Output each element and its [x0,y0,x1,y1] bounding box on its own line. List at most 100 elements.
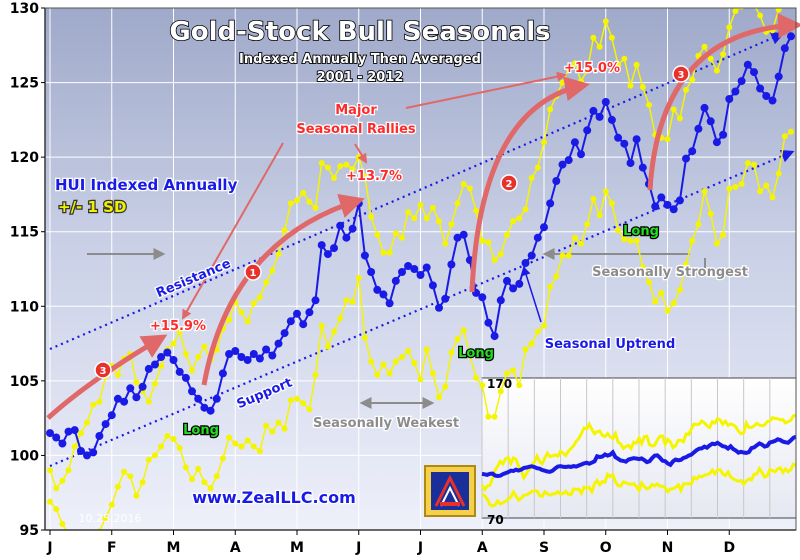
data-point [324,343,331,350]
data-point [564,156,573,165]
data-point [670,300,677,307]
data-point [522,346,529,353]
data-point [491,257,498,264]
data-point [460,181,467,187]
long-label-oct: Long [623,224,659,239]
data-point [195,354,202,360]
data-point [323,250,332,259]
data-point [361,334,368,341]
major-rally-arrow-to-pct2 [405,71,567,109]
data-point [404,262,413,270]
data-point [706,117,715,126]
data-point [336,221,345,230]
long-label-mar: Long [183,423,219,438]
data-point [521,259,530,267]
data-point [601,98,610,106]
data-point [720,51,727,58]
data-point [195,465,202,472]
data-point [212,394,221,403]
data-point [515,279,524,288]
data-point [533,233,542,242]
x-tick-label: M [290,540,304,556]
data-point [621,55,628,62]
data-point [145,398,152,405]
data-point [454,336,461,343]
data-point [226,434,233,441]
data-point [158,443,165,450]
data-point [47,467,53,474]
data-point [386,249,393,256]
data-point [534,164,541,171]
data-point [751,161,757,168]
data-point [237,353,246,361]
data-point [423,346,430,353]
data-point [287,397,294,404]
data-point [262,345,271,354]
data-point [84,536,90,542]
uptrend-pointer [521,266,542,323]
data-point [189,476,195,483]
trend-channel [49,32,795,468]
chart-subtitle-1: Indexed Annually Then Averaged [239,52,481,67]
data-point [546,199,555,208]
data-point [226,316,233,323]
data-point [583,126,592,135]
data-point [380,361,387,368]
data-point [683,87,689,93]
data-point [95,432,104,440]
y-tick-label: 120 [10,150,39,166]
data-point [349,166,356,173]
y-tick-label: 130 [10,1,39,17]
data-point [584,221,591,228]
data-point [250,300,257,307]
data-point [496,296,505,305]
data-point [411,360,418,366]
data-point [788,128,794,135]
data-point [639,84,646,90]
data-point [343,297,350,304]
data-point [286,317,295,326]
data-point [669,205,678,214]
y-tick-label: 110 [10,299,39,315]
data-point [293,309,301,318]
data-point [399,234,405,241]
date-stamp: 10.25.2016 [79,512,142,525]
data-point [646,101,652,108]
long-label-aug: Long [458,346,494,361]
inset-upper-band [480,413,797,493]
data-point [504,231,510,238]
rally-marker-3-right: 3 [672,65,690,83]
data-point [47,498,53,505]
rally-arrows [46,13,800,420]
data-point [360,251,369,260]
data-point [639,264,646,271]
chart-title: Gold-Stock Bull Seasonals [169,17,550,47]
data-point [58,439,67,448]
data-point [670,106,677,113]
data-point [509,284,518,293]
data-point [181,373,190,382]
data-point [423,215,430,222]
data-point [368,358,375,365]
data-point [490,332,499,341]
data-point [176,328,183,335]
data-point [558,160,567,169]
data-point [324,164,331,171]
data-point [663,200,672,209]
rally-markers: 1 2 3 3 [94,65,690,379]
data-point [53,506,60,513]
data-point [53,485,60,492]
data-point [374,231,381,238]
data-point [638,163,647,172]
data-point [84,419,90,426]
data-point [442,383,449,390]
rally-arrow-dec [46,334,168,420]
data-point [448,221,455,228]
data-point [348,224,357,233]
data-point [151,360,159,369]
data-point [138,382,147,391]
data-point [114,483,121,490]
data-point [132,393,141,402]
